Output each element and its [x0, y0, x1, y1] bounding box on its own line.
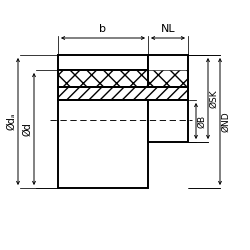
Text: Ødₐ: Ødₐ	[6, 113, 16, 130]
Bar	[58, 70, 148, 87]
Text: ØB: ØB	[198, 114, 206, 128]
Bar	[148, 55, 188, 87]
Text: Ød: Ød	[22, 122, 32, 136]
Text: ØSK: ØSK	[210, 89, 218, 108]
Text: NL: NL	[161, 24, 175, 34]
Bar	[58, 87, 188, 100]
Bar	[148, 100, 188, 142]
Bar	[58, 55, 148, 70]
Bar	[58, 100, 148, 188]
Bar	[148, 70, 188, 87]
Bar	[58, 87, 188, 100]
Bar	[58, 70, 148, 87]
Text: ØND: ØND	[222, 111, 230, 132]
Text: b: b	[100, 24, 106, 34]
